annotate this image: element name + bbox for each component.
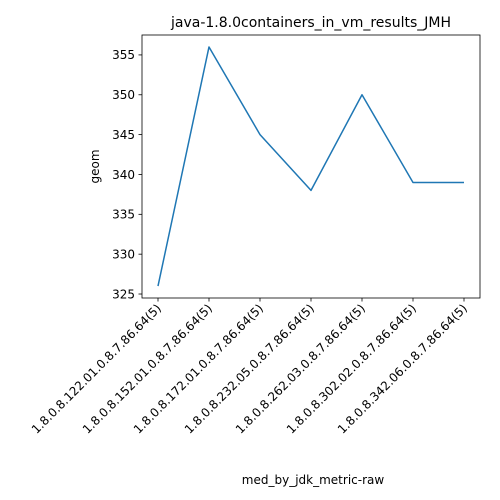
y-tick-label: 355 — [112, 48, 135, 62]
series-line — [157, 46, 464, 287]
axes-frame — [141, 34, 481, 299]
y-tick-label: 325 — [112, 287, 135, 301]
y-axis-title: geom — [88, 149, 102, 183]
chart-title: java-1.8.0containers_in_vm_results_JMH — [170, 15, 451, 31]
y-tick-label: 335 — [112, 208, 135, 222]
y-axis: 325 330 335 340 345 350 355 — [112, 48, 142, 301]
y-tick-label: 330 — [112, 247, 135, 261]
x-axis: 1.8.0.8.122.01.0.8.7.86.64(5)1.8.0.8.152… — [29, 298, 470, 437]
y-tick-label: 350 — [112, 88, 135, 102]
plot-area — [141, 34, 481, 299]
y-tick-label: 345 — [112, 128, 135, 142]
y-tick-label: 340 — [112, 168, 135, 182]
x-axis-title: med_by_jdk_metric-raw — [242, 473, 385, 487]
